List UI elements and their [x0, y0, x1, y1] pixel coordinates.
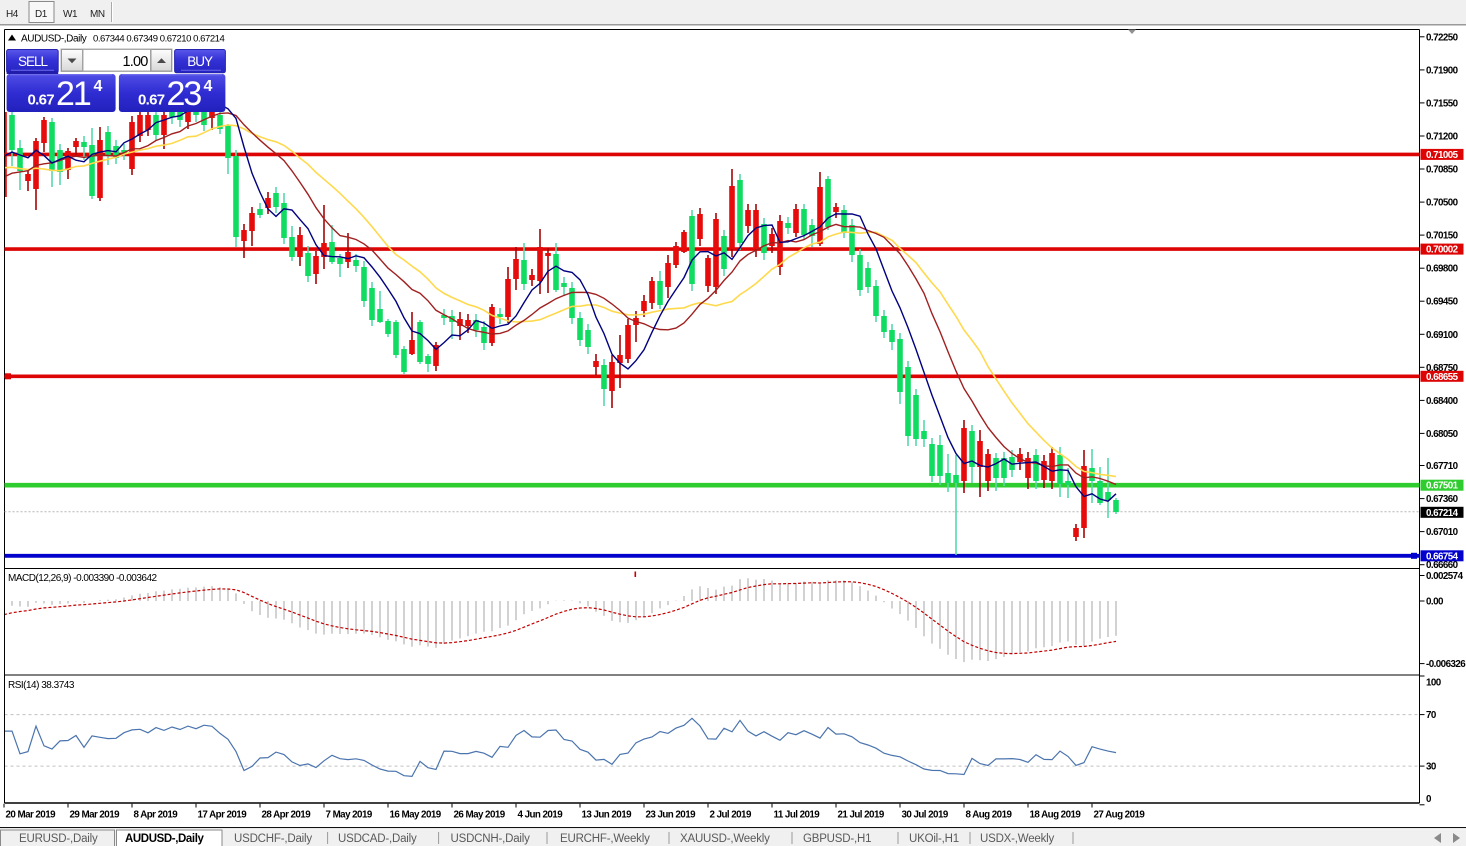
svg-text:0.67344 0.67349 0.67210 0.6721: 0.67344 0.67349 0.67210 0.67214 [93, 34, 224, 45]
svg-text:8 Apr 2019: 8 Apr 2019 [134, 810, 179, 821]
svg-text:30 Jul 2019: 30 Jul 2019 [902, 810, 949, 821]
svg-text:-0.006326: -0.006326 [1426, 659, 1466, 670]
svg-text:USDCNH-,Daily: USDCNH-,Daily [451, 833, 531, 845]
svg-text:16 May 2019: 16 May 2019 [390, 810, 442, 821]
svg-text:RSI(14) 38.3743: RSI(14) 38.3743 [8, 680, 75, 691]
svg-text:0.69800: 0.69800 [1426, 264, 1459, 275]
svg-text:0.66660: 0.66660 [1426, 560, 1459, 571]
svg-text:0.70002: 0.70002 [1426, 245, 1459, 256]
svg-text:0.002574: 0.002574 [1426, 571, 1464, 582]
svg-text:0.71550: 0.71550 [1426, 98, 1459, 109]
svg-text:0.69450: 0.69450 [1426, 297, 1459, 308]
svg-text:0.67214: 0.67214 [1426, 508, 1459, 519]
svg-text:AUDUSD-,Daily: AUDUSD-,Daily [125, 833, 205, 845]
svg-text:GBPUSD-,H1: GBPUSD-,H1 [803, 833, 871, 845]
svg-text:BUY: BUY [187, 54, 213, 69]
svg-text:20 Mar 2019: 20 Mar 2019 [6, 810, 57, 821]
svg-text:70: 70 [1426, 710, 1437, 721]
svg-text:0.68400: 0.68400 [1426, 396, 1459, 407]
svg-text:W1: W1 [63, 9, 78, 20]
svg-text:0.70500: 0.70500 [1426, 198, 1459, 209]
svg-text:0.71200: 0.71200 [1426, 132, 1459, 143]
svg-text:13 Jun 2019: 13 Jun 2019 [582, 810, 633, 821]
svg-text:23 Jun 2019: 23 Jun 2019 [646, 810, 697, 821]
svg-text:28 Apr 2019: 28 Apr 2019 [262, 810, 312, 821]
svg-text:0.68050: 0.68050 [1426, 429, 1459, 440]
svg-text:21: 21 [56, 75, 91, 113]
svg-text:4: 4 [204, 78, 213, 95]
svg-text:USDCAD-,Daily: USDCAD-,Daily [338, 833, 417, 845]
svg-text:21 Jul 2019: 21 Jul 2019 [838, 810, 885, 821]
svg-text:EURCHF-,Weekly: EURCHF-,Weekly [560, 833, 650, 845]
svg-text:30: 30 [1426, 762, 1437, 773]
svg-text:0.71900: 0.71900 [1426, 65, 1459, 76]
svg-text:XAUUSD-,Weekly: XAUUSD-,Weekly [680, 833, 770, 845]
svg-text:0.00: 0.00 [1426, 597, 1444, 608]
svg-text:0.69100: 0.69100 [1426, 330, 1459, 341]
svg-text:27 Aug 2019: 27 Aug 2019 [1094, 810, 1146, 821]
svg-text:0: 0 [1426, 794, 1432, 805]
svg-text:29 Mar 2019: 29 Mar 2019 [70, 810, 121, 821]
svg-text:26 May 2019: 26 May 2019 [454, 810, 506, 821]
svg-text:4: 4 [94, 78, 103, 95]
svg-text:1.00: 1.00 [122, 54, 148, 70]
svg-text:0.70850: 0.70850 [1426, 165, 1459, 176]
svg-text:H4: H4 [6, 9, 19, 20]
svg-text:0.72250: 0.72250 [1426, 32, 1459, 43]
svg-text:8 Aug 2019: 8 Aug 2019 [966, 810, 1013, 821]
svg-text:100: 100 [1426, 678, 1442, 689]
svg-text:0.67501: 0.67501 [1426, 481, 1459, 492]
svg-text:17 Apr 2019: 17 Apr 2019 [198, 810, 248, 821]
svg-text:0.68655: 0.68655 [1426, 372, 1459, 383]
svg-text:0.68750: 0.68750 [1426, 363, 1459, 374]
svg-text:2 Jul 2019: 2 Jul 2019 [710, 810, 752, 821]
svg-text:0.71005: 0.71005 [1426, 150, 1459, 161]
svg-text:EURUSD-,Daily: EURUSD-,Daily [19, 833, 98, 845]
svg-text:USDCHF-,Daily: USDCHF-,Daily [234, 833, 312, 845]
svg-text:0.67010: 0.67010 [1426, 527, 1459, 538]
svg-text:11 Jul 2019: 11 Jul 2019 [774, 810, 821, 821]
svg-text:AUDUSD-,Daily: AUDUSD-,Daily [21, 34, 87, 45]
svg-text:MACD(12,26,9) -0.003390 -0.003: MACD(12,26,9) -0.003390 -0.003642 [8, 573, 158, 584]
svg-text:7 May 2019: 7 May 2019 [326, 810, 373, 821]
svg-text:0.67710: 0.67710 [1426, 461, 1459, 472]
svg-text:4 Jun 2019: 4 Jun 2019 [518, 810, 564, 821]
svg-text:SELL: SELL [18, 54, 49, 69]
svg-text:D1: D1 [35, 9, 48, 20]
svg-text:0.67: 0.67 [28, 92, 55, 109]
svg-text:USDX-,Weekly: USDX-,Weekly [980, 833, 1055, 845]
svg-text:0.67: 0.67 [138, 92, 165, 109]
svg-text:0.70150: 0.70150 [1426, 231, 1459, 242]
svg-text:23: 23 [167, 75, 202, 113]
svg-text:MN: MN [90, 9, 105, 20]
svg-text:0.67360: 0.67360 [1426, 494, 1459, 505]
svg-text:0.66754: 0.66754 [1426, 551, 1459, 562]
svg-text:UKOil-,H1: UKOil-,H1 [909, 833, 959, 845]
svg-text:18 Aug 2019: 18 Aug 2019 [1030, 810, 1082, 821]
